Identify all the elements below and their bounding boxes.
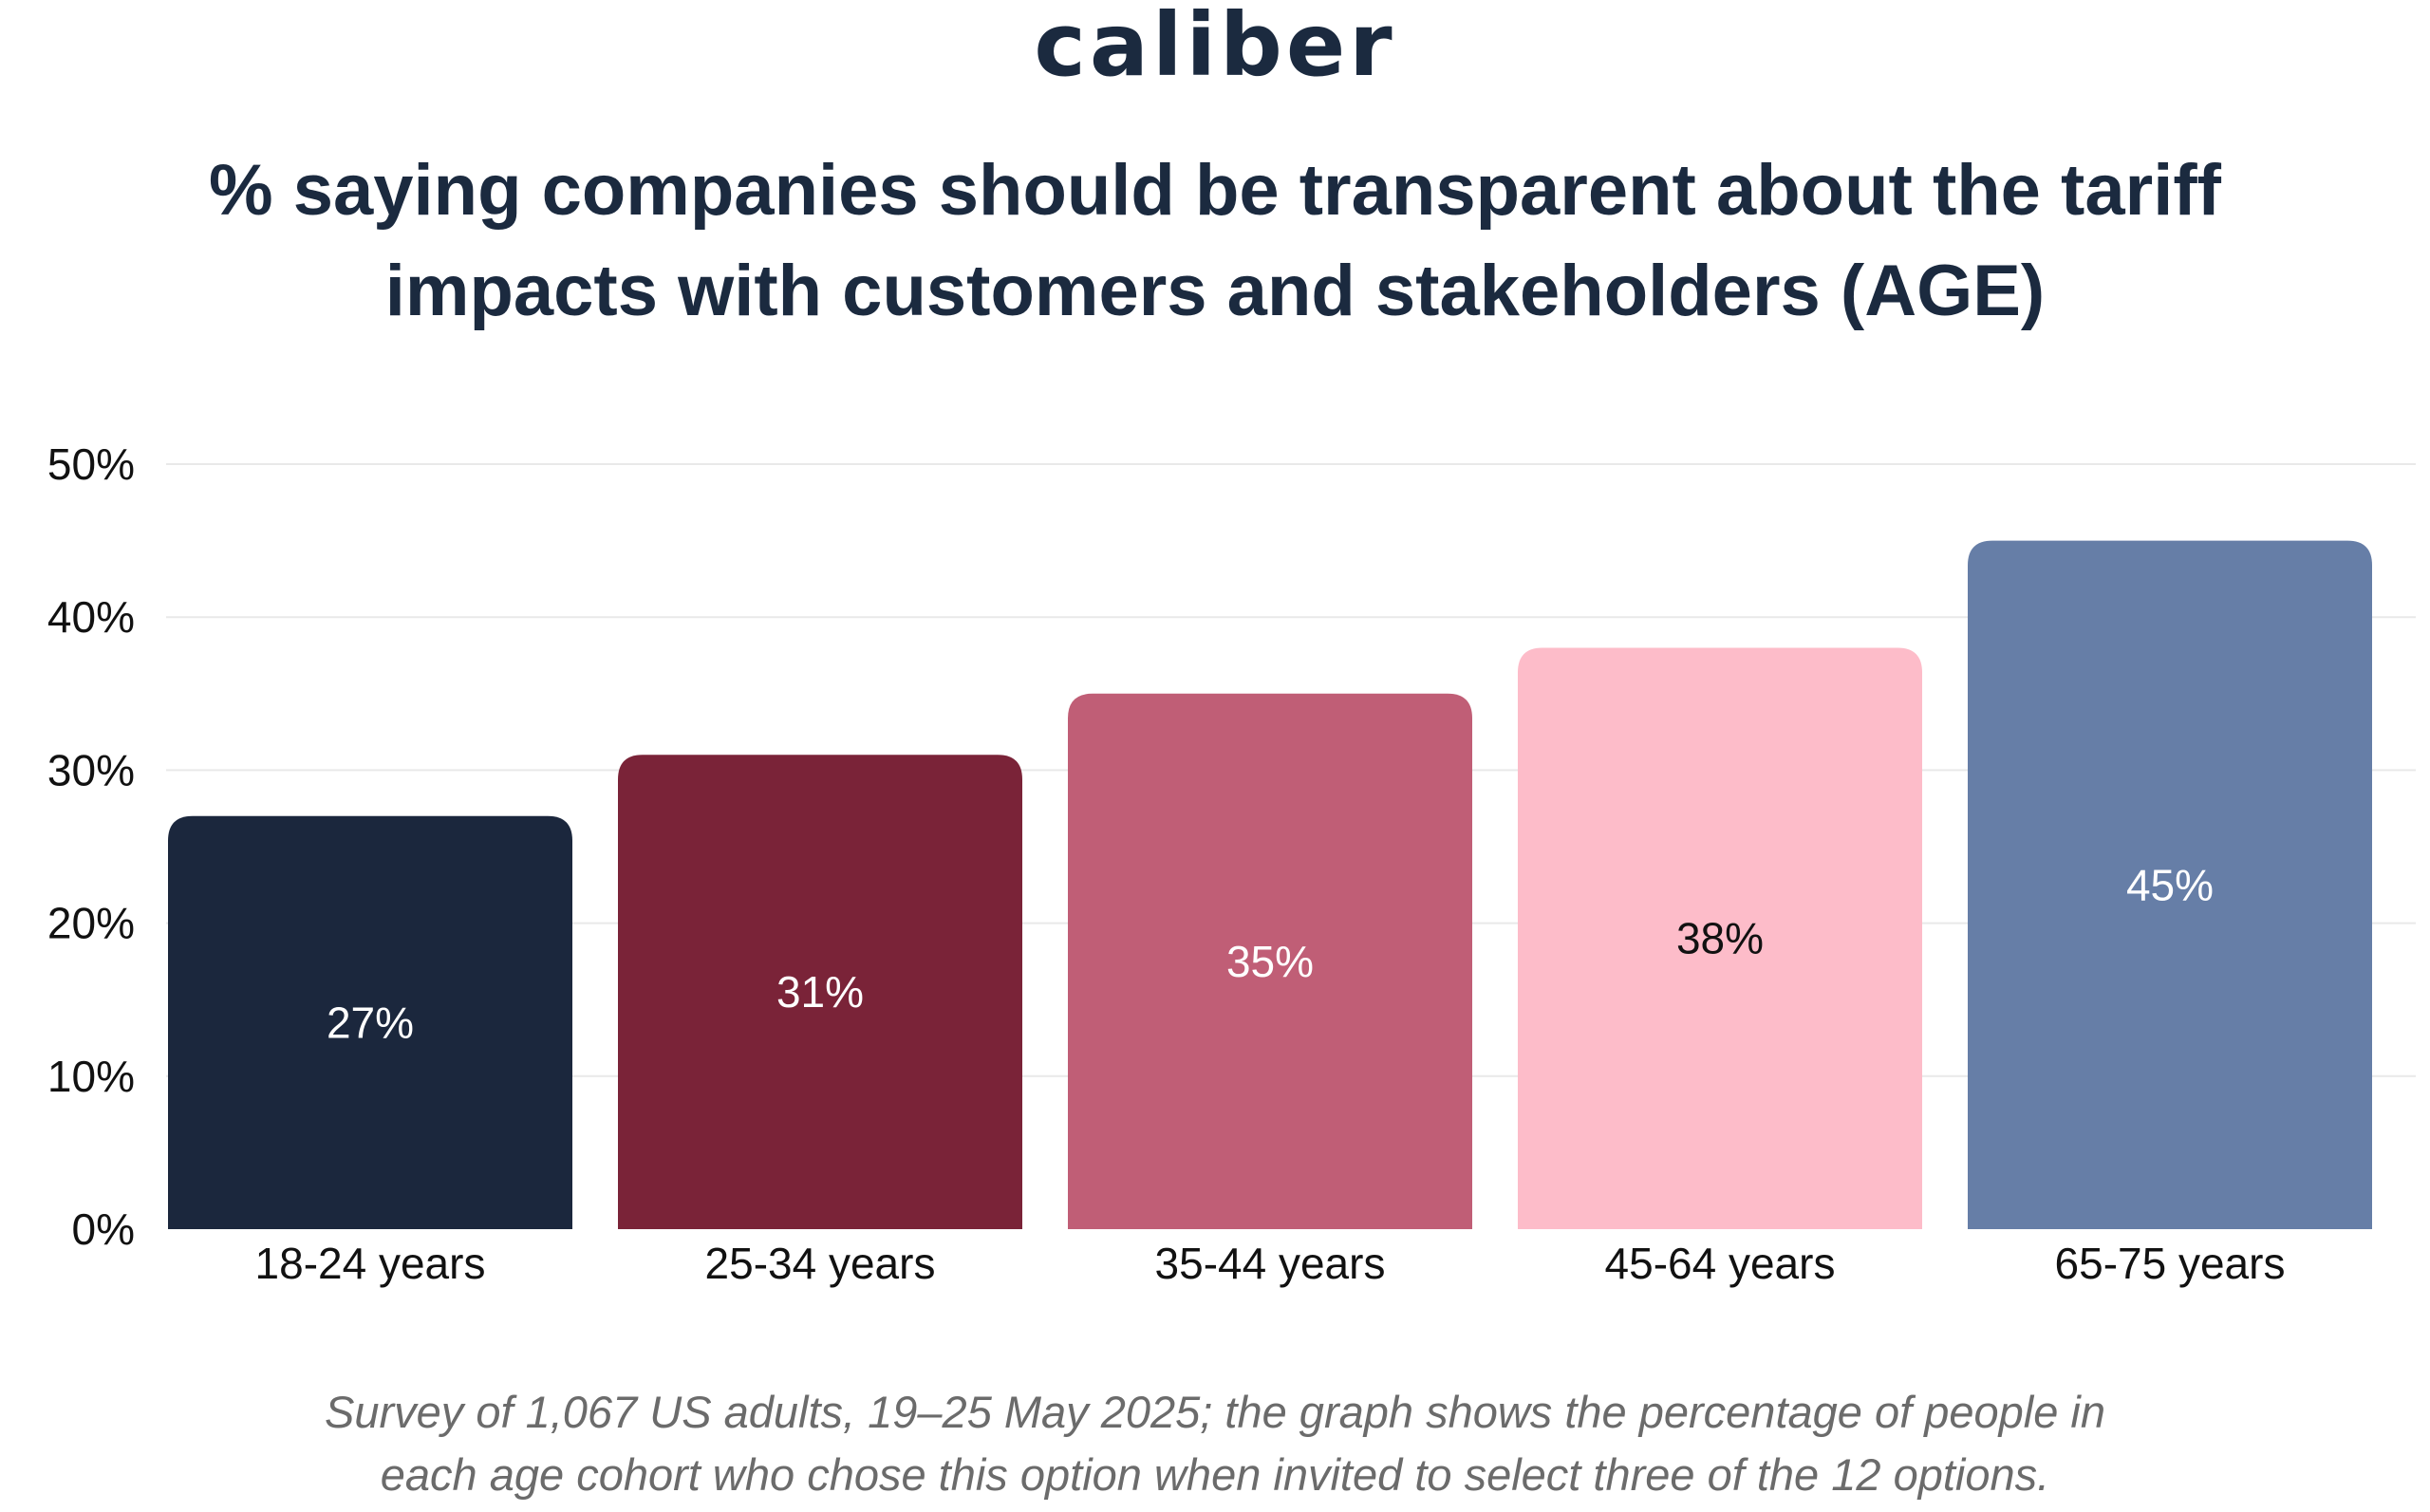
bar-value-label: 27% — [327, 998, 414, 1047]
y-tick-label: 50% — [47, 439, 135, 489]
logo-text: caliber — [1034, 0, 1396, 96]
bar-value-label: 31% — [776, 967, 864, 1017]
y-tick-label: 40% — [47, 592, 135, 642]
bar-45-64-years — [1518, 647, 1922, 1229]
x-axis-ticks: 18-24 years 25-34 years 35-44 years 45-64 y… — [255, 1239, 2286, 1288]
bar-value-label: 38% — [1676, 914, 1764, 963]
y-tick-label: 20% — [47, 899, 135, 948]
bar-value-label: 35% — [1226, 937, 1314, 986]
bar-25-34-years — [618, 755, 1022, 1229]
x-tick-label: 45-64 years — [1605, 1239, 1836, 1288]
chart-title: % saying companies should be transparent… — [133, 140, 2297, 342]
x-tick-label: 25-34 years — [705, 1239, 936, 1288]
value-labels: 27% 31% 35% 38% 45% — [327, 860, 2214, 1047]
chart-title-line-2: impacts with customers and stakeholders … — [384, 251, 2046, 331]
logo: caliber — [0, 0, 2430, 96]
footnote-line-1: Survey of 1,067 US adults, 19–25 May 202… — [324, 1387, 2106, 1437]
bar-18-24-years — [168, 815, 572, 1229]
bar-65-75-years — [1968, 540, 2372, 1229]
y-axis-ticks: 0% 10% 20% 30% 40% 50% — [47, 439, 135, 1254]
x-tick-label: 18-24 years — [255, 1239, 486, 1288]
chart-title-line-1: % saying companies should be transparent… — [209, 150, 2221, 231]
footnote-line-2: each age cohort who chose this option wh… — [380, 1449, 2050, 1500]
bar-35-44-years — [1068, 693, 1472, 1229]
y-tick-label: 0% — [72, 1204, 135, 1254]
y-tick-label: 30% — [47, 745, 135, 794]
x-tick-label: 65-75 years — [2055, 1239, 2286, 1288]
footnote: Survey of 1,067 US adults, 19–25 May 202… — [0, 1381, 2430, 1506]
bars — [168, 540, 2372, 1229]
x-tick-label: 35-44 years — [1155, 1239, 1386, 1288]
y-tick-label: 10% — [47, 1052, 135, 1101]
bar-value-label: 45% — [2126, 860, 2214, 909]
